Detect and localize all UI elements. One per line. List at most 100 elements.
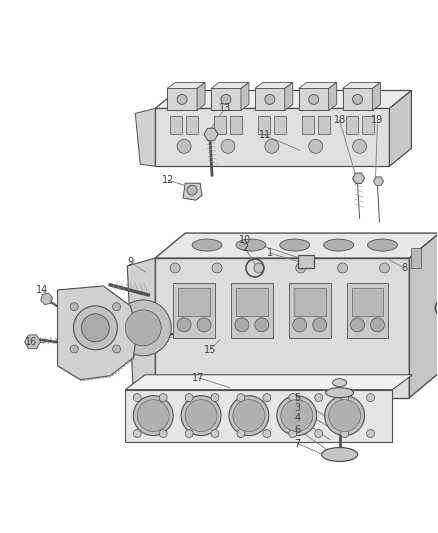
- Circle shape: [265, 94, 275, 104]
- Polygon shape: [167, 83, 205, 88]
- Text: 14: 14: [36, 285, 49, 295]
- Circle shape: [367, 430, 374, 438]
- Circle shape: [233, 400, 265, 432]
- Polygon shape: [231, 283, 273, 338]
- Bar: [178, 288, 210, 316]
- Circle shape: [229, 395, 269, 435]
- Text: 19: 19: [371, 115, 384, 125]
- Circle shape: [197, 318, 211, 332]
- Text: 9: 9: [127, 257, 133, 267]
- Circle shape: [133, 395, 173, 435]
- Text: 16: 16: [25, 337, 37, 347]
- Text: 6: 6: [295, 425, 301, 434]
- Polygon shape: [173, 283, 215, 338]
- Circle shape: [293, 318, 307, 332]
- Ellipse shape: [321, 448, 357, 462]
- Bar: [236, 288, 268, 316]
- Circle shape: [235, 318, 249, 332]
- Polygon shape: [125, 390, 392, 441]
- Polygon shape: [155, 233, 438, 258]
- Circle shape: [70, 345, 78, 353]
- Circle shape: [221, 94, 231, 104]
- Circle shape: [328, 400, 360, 432]
- Polygon shape: [255, 88, 285, 110]
- Circle shape: [133, 394, 141, 402]
- Bar: [170, 116, 182, 134]
- Circle shape: [338, 263, 348, 273]
- Polygon shape: [285, 83, 293, 110]
- Bar: [352, 288, 384, 316]
- Circle shape: [277, 395, 317, 435]
- Circle shape: [113, 303, 120, 311]
- Bar: [346, 116, 357, 134]
- Circle shape: [177, 94, 187, 104]
- Circle shape: [353, 139, 367, 154]
- Polygon shape: [372, 83, 381, 110]
- Circle shape: [177, 318, 191, 332]
- Circle shape: [212, 263, 222, 273]
- Polygon shape: [241, 83, 249, 110]
- Circle shape: [371, 318, 385, 332]
- Circle shape: [211, 394, 219, 402]
- Circle shape: [125, 310, 161, 346]
- Bar: [214, 116, 226, 134]
- Circle shape: [263, 430, 271, 438]
- Polygon shape: [211, 88, 241, 110]
- Ellipse shape: [280, 239, 310, 251]
- Circle shape: [296, 263, 306, 273]
- Ellipse shape: [326, 387, 353, 398]
- Polygon shape: [125, 375, 413, 390]
- Circle shape: [115, 300, 171, 356]
- Circle shape: [281, 400, 313, 432]
- Polygon shape: [289, 283, 331, 338]
- Bar: [230, 116, 242, 134]
- Circle shape: [221, 139, 235, 154]
- Text: 10: 10: [239, 235, 251, 245]
- Circle shape: [159, 394, 167, 402]
- Text: 15: 15: [204, 345, 216, 355]
- Polygon shape: [343, 88, 372, 110]
- Bar: [361, 116, 374, 134]
- Circle shape: [341, 430, 349, 438]
- Circle shape: [314, 394, 323, 402]
- Polygon shape: [155, 108, 389, 166]
- Ellipse shape: [192, 239, 222, 251]
- Circle shape: [353, 94, 363, 104]
- Circle shape: [350, 318, 364, 332]
- Circle shape: [133, 430, 141, 438]
- Polygon shape: [127, 258, 155, 398]
- Circle shape: [181, 395, 221, 435]
- Bar: [294, 288, 326, 316]
- Text: 8: 8: [401, 263, 407, 273]
- Polygon shape: [255, 83, 293, 88]
- Circle shape: [187, 185, 197, 195]
- Circle shape: [70, 303, 78, 311]
- Circle shape: [309, 139, 323, 154]
- Text: 7: 7: [295, 439, 301, 449]
- Text: 18: 18: [333, 115, 346, 125]
- Circle shape: [254, 263, 264, 273]
- Bar: [186, 116, 198, 134]
- Polygon shape: [135, 108, 155, 166]
- Circle shape: [159, 430, 167, 438]
- Bar: [258, 116, 270, 134]
- Polygon shape: [211, 83, 249, 88]
- Polygon shape: [328, 83, 337, 110]
- Circle shape: [289, 394, 297, 402]
- Ellipse shape: [236, 239, 266, 251]
- Ellipse shape: [324, 239, 353, 251]
- Polygon shape: [167, 88, 197, 110]
- Circle shape: [74, 306, 117, 350]
- Polygon shape: [346, 283, 389, 338]
- Text: 13: 13: [219, 103, 231, 114]
- Polygon shape: [155, 91, 411, 108]
- Polygon shape: [183, 183, 202, 200]
- Ellipse shape: [367, 239, 397, 251]
- Circle shape: [113, 345, 120, 353]
- Circle shape: [185, 430, 193, 438]
- Text: 1: 1: [267, 248, 273, 258]
- Polygon shape: [57, 286, 137, 379]
- Bar: [411, 248, 421, 268]
- Text: 3: 3: [295, 402, 301, 413]
- Polygon shape: [299, 88, 328, 110]
